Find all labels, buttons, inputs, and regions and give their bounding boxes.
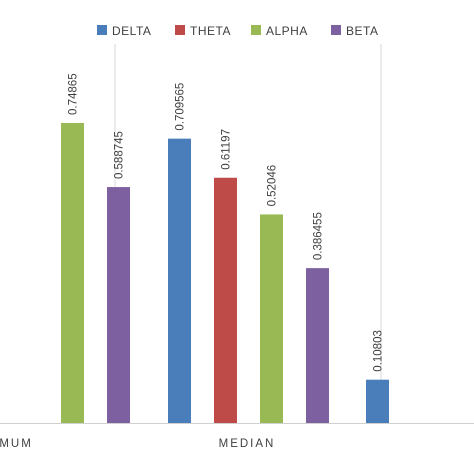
legend-label-beta: BETA bbox=[346, 24, 378, 38]
data-labels-layer: 0.709565 0.10803 0.61197 0.74865 0.52046 0.58… bbox=[68, 73, 385, 371]
category-labels-layer: MAXIMUM MEDIAN bbox=[0, 438, 276, 450]
data-label-delta-3: 0.10803 bbox=[373, 330, 385, 372]
bar-delta-3 bbox=[366, 379, 389, 423]
data-label-beta-2: 0.386455 bbox=[313, 212, 325, 260]
bar-alpha-2 bbox=[260, 214, 283, 423]
data-label-delta-2: 0.709565 bbox=[175, 83, 187, 131]
bar-theta-2 bbox=[214, 177, 237, 423]
data-label-beta-1: 0.588745 bbox=[114, 131, 126, 179]
bar-delta-2 bbox=[168, 138, 191, 423]
legend-swatch-delta bbox=[97, 25, 107, 35]
legend-swatch-alpha bbox=[251, 25, 261, 35]
data-label-theta-2: 0.61197 bbox=[221, 129, 233, 170]
legend-label-theta: THETA bbox=[190, 24, 231, 38]
data-label-alpha-1: 0.74865 bbox=[68, 73, 80, 115]
legend: DELTA THETA ALPHA BETA bbox=[97, 24, 378, 38]
legend-label-delta: DELTA bbox=[112, 24, 151, 38]
category-label-1: MAXIMUM bbox=[0, 438, 33, 450]
bar-beta-1 bbox=[107, 187, 130, 423]
category-dividers bbox=[114, 44, 382, 423]
bars-layer bbox=[61, 122, 389, 423]
legend-label-alpha: ALPHA bbox=[266, 24, 308, 38]
category-label-2: MEDIAN bbox=[219, 438, 276, 450]
bar-alpha-1 bbox=[61, 122, 84, 423]
data-label-alpha-2: 0.52046 bbox=[267, 165, 279, 207]
legend-swatch-beta bbox=[331, 25, 341, 35]
bar-beta-2 bbox=[306, 268, 329, 423]
legend-swatch-theta bbox=[175, 25, 185, 35]
